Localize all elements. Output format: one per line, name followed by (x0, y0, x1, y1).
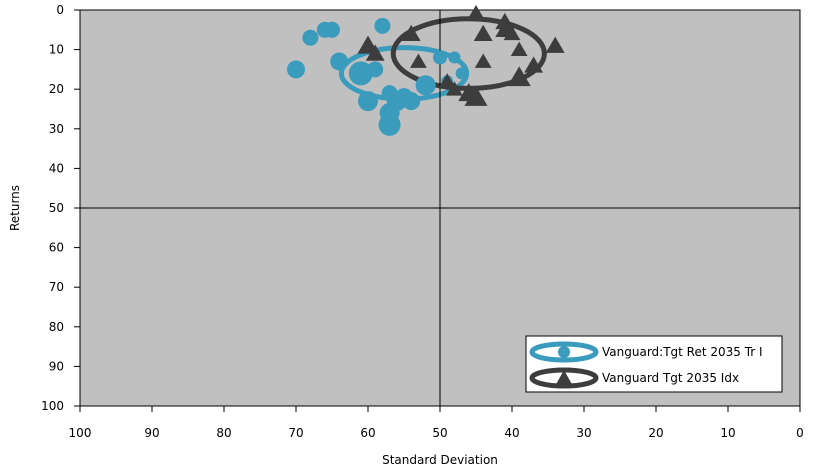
y-tick-label-10: 100 (41, 399, 64, 413)
series-0-point-5 (348, 61, 373, 86)
series-1-point-8 (466, 4, 486, 22)
series-0-point-4 (330, 52, 349, 71)
y-axis-label: Returns (8, 185, 22, 231)
x-axis-label: Standard Deviation (382, 453, 498, 467)
x-tick-label-8: 20 (648, 426, 663, 440)
series-0-point-6 (358, 91, 378, 112)
series-0-point-16 (433, 50, 447, 65)
legend: Vanguard:Tgt Ret 2035 Tr I Vanguard Tgt 2… (525, 335, 783, 393)
legend-label-0: Vanguard:Tgt Ret 2035 Tr I (602, 345, 763, 359)
x-tick-label-2: 80 (216, 426, 231, 440)
y-tick-label-0: 0 (56, 3, 64, 17)
y-tick-label-1: 10 (49, 43, 64, 57)
x-tick-label-0: 100 (69, 426, 92, 440)
series-1-point-16 (524, 56, 544, 73)
series-1-point-13 (503, 25, 521, 41)
legend-marker-1 (556, 370, 572, 385)
y-tick-label-2: 20 (49, 82, 64, 96)
y-tick-label-5: 50 (49, 201, 64, 215)
y-tick-label-3: 30 (49, 122, 64, 136)
series-0-point-11 (378, 113, 401, 136)
series-1-point-1 (365, 44, 385, 61)
series-1-point-10 (474, 53, 492, 68)
x-tick-label-7: 30 (576, 426, 591, 440)
legend-ellipse-0 (529, 341, 599, 363)
y-tick-label-9: 90 (49, 359, 64, 373)
series-1-point-17 (545, 36, 565, 53)
legend-label-1: Vanguard Tgt 2035 Idx (602, 371, 739, 385)
x-tick-label-5: 50 (432, 426, 447, 440)
series-1-point-7 (464, 86, 488, 106)
series-1-point-15 (507, 66, 531, 87)
series-0-point-3 (324, 21, 340, 38)
series-0-point-14 (402, 92, 421, 111)
series-0-point-15 (415, 75, 436, 96)
series-1-point-2 (401, 24, 421, 41)
x-tick-label-4: 60 (360, 426, 375, 440)
x-tick-label-3: 70 (288, 426, 303, 440)
series-1-point-3 (410, 53, 427, 68)
y-tick-label-8: 80 (49, 320, 64, 334)
series-1-point-14 (510, 41, 528, 56)
x-tick-label-1: 90 (144, 426, 159, 440)
series-0-point-0 (287, 60, 305, 79)
x-tick-label-10: 0 (796, 426, 804, 440)
series-1-point-5 (446, 81, 463, 96)
x-tick-label-9: 10 (720, 426, 735, 440)
series-0-point-7 (367, 61, 384, 78)
series-0-point-1 (302, 29, 319, 46)
series-0-point-18 (448, 51, 461, 64)
x-tick-label-6: 40 (504, 426, 519, 440)
y-tick-label-4: 40 (49, 161, 64, 175)
y-tick-label-6: 60 (49, 241, 64, 255)
series-1-point-4 (438, 73, 456, 88)
series-0-point-8 (374, 17, 391, 34)
y-tick-label-7: 70 (49, 280, 64, 294)
series-0-point-19 (455, 67, 468, 80)
series-1-point-9 (473, 24, 493, 41)
legend-marker-0 (558, 346, 570, 358)
